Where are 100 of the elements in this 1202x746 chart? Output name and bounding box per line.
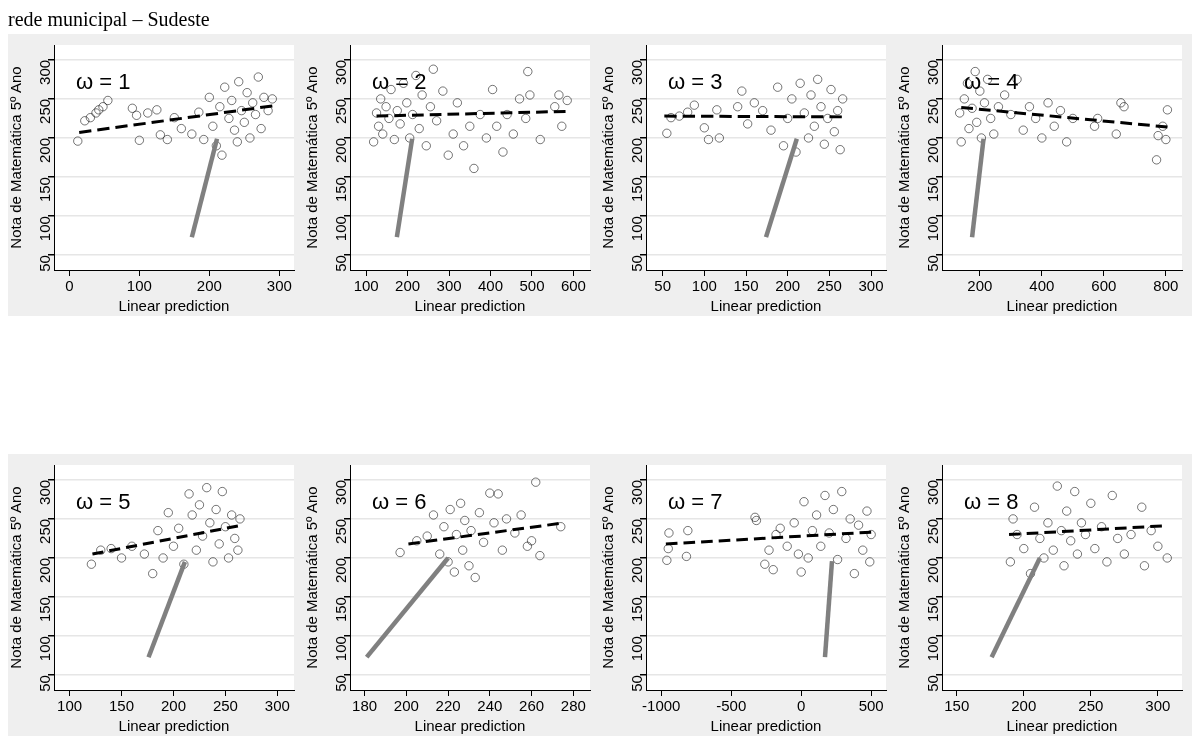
x-tick-label: 250 bbox=[1078, 697, 1104, 715]
x-tick-label: 150 bbox=[944, 697, 970, 715]
y-tick-label: 300 bbox=[332, 59, 350, 85]
y-tick-label: 200 bbox=[332, 557, 350, 583]
x-axis-title: Linear prediction bbox=[118, 297, 230, 315]
x-tick-label: 300 bbox=[264, 697, 290, 715]
x-tick-label: 200 bbox=[393, 697, 419, 715]
y-axis-title: Nota de Matemática 5º Ano bbox=[303, 486, 321, 669]
y-tick-label: 150 bbox=[628, 597, 646, 623]
y-axis-title: Nota de Matemática 5º Ano bbox=[895, 66, 913, 249]
annotation: ω = 2 bbox=[372, 69, 427, 95]
y-tick-label: 150 bbox=[36, 177, 54, 203]
x-axis-title: Linear prediction bbox=[1006, 297, 1118, 315]
x-tick-label: 300 bbox=[436, 277, 462, 295]
y-tick-label: 250 bbox=[332, 518, 350, 544]
y-tick-label: 250 bbox=[36, 98, 54, 124]
y-tick-label: 250 bbox=[36, 518, 54, 544]
y-tick-label: 200 bbox=[628, 137, 646, 163]
x-axis-title: Linear prediction bbox=[710, 717, 822, 735]
y-tick-label: 150 bbox=[36, 597, 54, 623]
x-tick-label: 800 bbox=[1153, 277, 1179, 295]
y-axis-title: Nota de Matemática 5º Ano bbox=[599, 66, 617, 249]
y-tick-label: 300 bbox=[924, 479, 942, 505]
y-tick-label: 200 bbox=[332, 137, 350, 163]
x-tick-label: 600 bbox=[1091, 277, 1117, 295]
chart-title: rede municipal – Sudeste bbox=[8, 8, 210, 31]
x-tick-label: 100 bbox=[691, 277, 717, 295]
y-tick-label: 300 bbox=[628, 479, 646, 505]
annotation: ω = 4 bbox=[964, 69, 1019, 95]
y-tick-label: 200 bbox=[628, 557, 646, 583]
x-axis-title: Linear prediction bbox=[414, 717, 526, 735]
x-axis-title: Linear prediction bbox=[414, 297, 526, 315]
y-tick-label: 50 bbox=[332, 255, 350, 272]
y-tick-label: 50 bbox=[36, 255, 54, 272]
x-tick-label: 100 bbox=[57, 697, 83, 715]
x-tick-label: 600 bbox=[560, 277, 586, 295]
x-tick-label: -1000 bbox=[642, 697, 681, 715]
y-tick-label: 50 bbox=[36, 675, 54, 692]
y-tick-label: 200 bbox=[36, 557, 54, 583]
y-tick-label: 100 bbox=[332, 636, 350, 662]
y-tick-label: 250 bbox=[628, 518, 646, 544]
y-tick-label: 50 bbox=[924, 255, 942, 272]
annotation: ω = 5 bbox=[76, 489, 131, 515]
y-tick-label: 50 bbox=[332, 675, 350, 692]
y-tick-label: 250 bbox=[924, 518, 942, 544]
x-tick-label: 200 bbox=[395, 277, 421, 295]
x-tick-label: 150 bbox=[733, 277, 759, 295]
x-tick-label: 500 bbox=[519, 277, 545, 295]
y-tick-label: 100 bbox=[332, 216, 350, 242]
annotation: ω = 6 bbox=[372, 489, 427, 515]
annotation: ω = 7 bbox=[668, 489, 723, 515]
y-tick-label: 200 bbox=[924, 557, 942, 583]
x-tick-label: -500 bbox=[716, 697, 747, 715]
y-axis-title: Nota de Matemática 5º Ano bbox=[599, 486, 617, 669]
y-tick-label: 50 bbox=[628, 255, 646, 272]
y-axis-title: Nota de Matemática 5º Ano bbox=[895, 486, 913, 669]
y-tick-label: 100 bbox=[36, 216, 54, 242]
x-tick-label: 100 bbox=[353, 277, 379, 295]
y-tick-label: 100 bbox=[628, 216, 646, 242]
y-tick-label: 50 bbox=[628, 675, 646, 692]
annotation: ω = 3 bbox=[668, 69, 723, 95]
y-tick-label: 150 bbox=[924, 597, 942, 623]
x-tick-label: 300 bbox=[266, 277, 292, 295]
y-tick-label: 100 bbox=[924, 216, 942, 242]
y-tick-label: 150 bbox=[628, 177, 646, 203]
y-axis-title: Nota de Matemática 5º Ano bbox=[7, 486, 25, 669]
x-tick-label: 250 bbox=[212, 697, 238, 715]
y-tick-label: 100 bbox=[924, 636, 942, 662]
y-tick-label: 150 bbox=[924, 177, 942, 203]
y-tick-label: 300 bbox=[36, 479, 54, 505]
y-tick-label: 200 bbox=[924, 137, 942, 163]
y-tick-label: 150 bbox=[332, 597, 350, 623]
x-tick-label: 250 bbox=[816, 277, 842, 295]
x-tick-label: 220 bbox=[435, 697, 461, 715]
x-tick-label: 500 bbox=[858, 697, 884, 715]
y-tick-label: 150 bbox=[332, 177, 350, 203]
x-tick-label: 200 bbox=[775, 277, 801, 295]
y-tick-label: 300 bbox=[924, 59, 942, 85]
y-tick-label: 100 bbox=[628, 636, 646, 662]
y-tick-label: 300 bbox=[36, 59, 54, 85]
x-tick-label: 0 bbox=[797, 697, 806, 715]
y-tick-label: 50 bbox=[924, 675, 942, 692]
x-tick-label: 300 bbox=[1145, 697, 1171, 715]
x-tick-label: 50 bbox=[654, 277, 672, 295]
x-axis-title: Linear prediction bbox=[118, 717, 230, 735]
y-tick-label: 300 bbox=[628, 59, 646, 85]
x-tick-label: 150 bbox=[109, 697, 135, 715]
x-tick-label: 200 bbox=[967, 277, 993, 295]
y-axis-title: Nota de Matemática 5º Ano bbox=[303, 66, 321, 249]
x-tick-label: 240 bbox=[477, 697, 503, 715]
annotation: ω = 1 bbox=[76, 69, 131, 95]
x-tick-label: 280 bbox=[560, 697, 586, 715]
x-axis-title: Linear prediction bbox=[1006, 717, 1118, 735]
x-tick-label: 200 bbox=[160, 697, 186, 715]
x-tick-label: 260 bbox=[519, 697, 545, 715]
x-tick-label: 200 bbox=[1011, 697, 1037, 715]
x-tick-label: 400 bbox=[1029, 277, 1055, 295]
x-tick-label: 100 bbox=[126, 277, 152, 295]
x-tick-label: 180 bbox=[352, 697, 378, 715]
y-tick-label: 100 bbox=[36, 636, 54, 662]
